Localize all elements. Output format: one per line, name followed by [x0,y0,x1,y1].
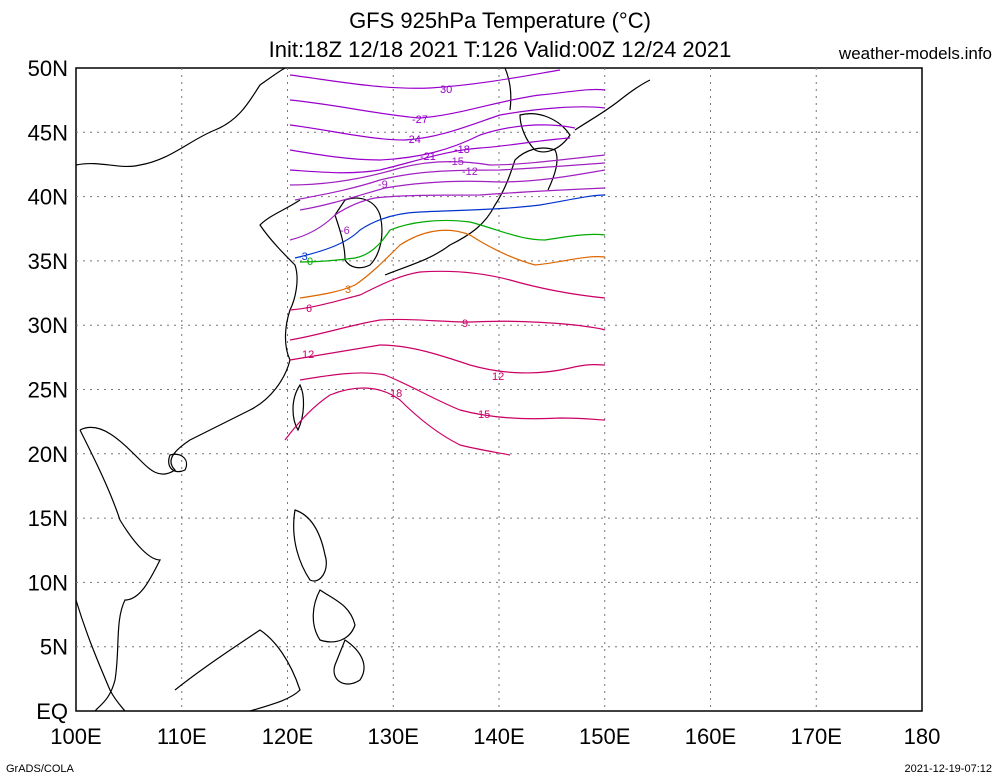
lat-tick-label: 15N [28,506,68,531]
lat-tick-label: 5N [40,635,68,660]
contour-label: -6 [340,225,350,237]
taiwan [292,383,305,432]
site-credit: weather-models.info [838,44,992,63]
contour-line-0 [299,219,606,263]
philippines-luzon [293,509,327,582]
lon-tick-label: 150E [579,724,630,749]
contour-line-minus9 [299,169,606,211]
map-subtitle: Init:18Z 12/18 2021 T:126 Valid:00Z 12/2… [268,37,732,62]
indochina-coast [79,429,161,712]
contour-label: -18 [454,144,470,156]
lat-tick-label: 20N [28,442,68,467]
lat-tick-label: 35N [28,249,68,274]
hainan [168,453,188,473]
mindanao [333,639,365,685]
contour-label: 6 [306,303,312,315]
contour-line-minus18 [289,137,571,174]
lon-tick-label: 120E [262,724,313,749]
contour-line-6 [289,270,606,311]
contour-label: 12 [492,371,504,383]
contour-line-9 [289,318,606,341]
contour-label: -27 [412,114,428,126]
contour-label: -12 [462,166,478,178]
contour-line-15 [299,372,606,421]
lon-tick-label: 110E [157,724,207,749]
contour-label: -24 [405,134,421,146]
contour-label: 18 [390,388,402,400]
timestamp: 2021-12-19-07:12 [904,763,992,775]
lat-tick-label: 30N [28,313,68,338]
lat-tick-label: 45N [28,120,68,145]
contour-label: 15 [478,409,490,421]
axis-labels: 100E 110E 120E 130E 140E 150E 160E 170E 18050N45… [28,56,941,749]
contour-line-12 [289,344,606,374]
sakhalin [504,67,512,111]
contour-label: -3 [298,251,308,263]
contour-line-minus27 [289,88,606,119]
kuril-chain [574,79,651,131]
contour-line-minus30 [289,69,561,89]
contour-line-18 [284,387,511,456]
lon-tick-label: 140E [473,724,524,749]
lat-tick-label: EQ [36,699,68,724]
map-title: GFS 925hPa Temperature (°C) [349,8,651,33]
contour-line-minus12 [294,162,606,201]
coastlines [75,67,651,712]
lon-tick-label: 170E [791,724,842,749]
asia-coast [75,67,286,168]
japan-hokkaido [519,113,571,153]
contour-label: 30 [440,84,452,96]
philippines-south [312,589,356,643]
lon-tick-label: 160E [685,724,736,749]
contour-line-minus15 [289,154,606,186]
contour-line-minus24 [289,106,606,141]
lat-tick-label: 40N [28,185,68,210]
borneo [174,629,301,712]
contour-labels: 30 -27 -24 -21 -18 -15 -12 -9 -6 -3 0 3 … [298,84,504,421]
lon-tick-label: 100E [50,724,101,749]
lat-tick-label: 10N [28,570,68,595]
contour-line-minus6 [289,187,606,241]
temperature-contours [284,69,606,456]
contour-label: 12 [302,349,314,361]
contour-line-3 [299,229,606,299]
lat-tick-label: 25N [28,378,68,403]
lon-tick-label: 130E [368,724,419,749]
contour-label: -9 [378,179,388,191]
contour-line-minus3 [294,194,606,259]
malay-peninsula [75,599,126,712]
contour-label: 3 [345,284,351,296]
contour-label: -15 [448,156,464,168]
software-credit: GrADS/COLA [6,763,74,775]
japan-honshu [384,147,558,276]
korea-china-coast [79,199,301,475]
contour-line-minus21 [289,124,576,161]
contour-label: 0 [307,256,313,268]
contour-label: 9 [462,318,468,330]
contour-label: -21 [420,151,436,163]
lon-tick-label: 180 [904,724,941,749]
lat-tick-label: 50N [28,56,68,81]
grid-lines [76,68,922,711]
